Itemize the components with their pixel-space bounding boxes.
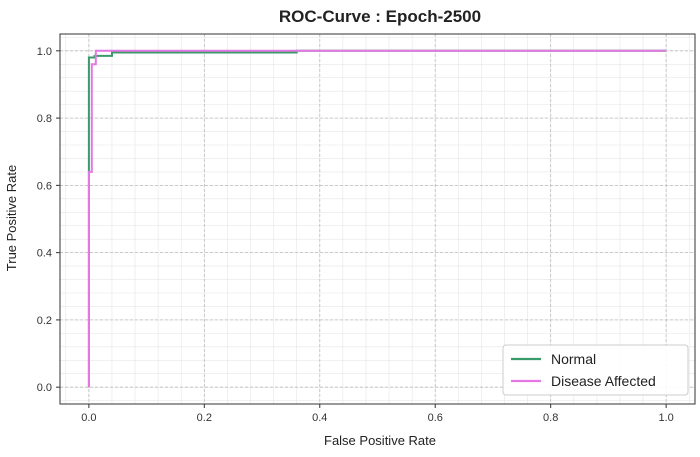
x-axis-ticks: 0.0 0.2 0.4 0.6 0.8 1.0 xyxy=(81,404,674,424)
x-tick-label: 0.0 xyxy=(81,412,96,424)
series-line-disease-affected xyxy=(87,49,667,388)
x-tick-label: 0.8 xyxy=(543,412,558,424)
y-axis-ticks: 0.0 0.2 0.4 0.6 0.8 1.0 xyxy=(37,46,60,394)
legend-entry: Normal xyxy=(551,351,596,367)
legend-box xyxy=(502,344,689,396)
x-tick-label: 0.2 xyxy=(197,412,212,424)
y-axis-label: True Positive Rate xyxy=(4,165,19,271)
y-tick-label: 0.6 xyxy=(37,180,52,192)
chart-title: ROC-Curve : Epoch-2500 xyxy=(279,7,481,26)
y-tick-label: 0.0 xyxy=(37,382,52,394)
series-line-normal xyxy=(87,49,667,388)
plot-frame xyxy=(59,33,696,405)
legend-entry: Disease Affected xyxy=(551,373,656,389)
y-tick-label: 0.4 xyxy=(37,248,52,260)
series-layer xyxy=(87,49,667,388)
x-tick-label: 0.6 xyxy=(428,412,443,424)
y-tick-label: 1.0 xyxy=(37,46,52,58)
y-tick-label: 0.2 xyxy=(37,315,52,327)
x-tick-label: 1.0 xyxy=(658,412,673,424)
y-tick-label: 0.8 xyxy=(37,113,52,125)
legend: Normal Disease Affected xyxy=(502,344,689,396)
x-tick-label: 0.4 xyxy=(312,412,327,424)
x-axis-label: False Positive Rate xyxy=(324,433,436,448)
